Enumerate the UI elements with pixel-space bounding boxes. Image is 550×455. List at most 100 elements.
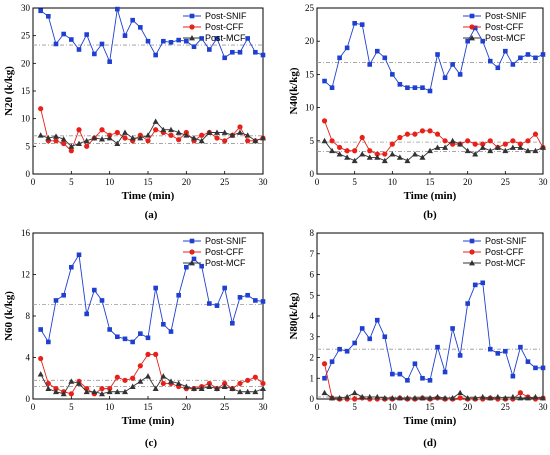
- data-point-post-snif: [53, 41, 59, 47]
- data-point-post-snif: [525, 52, 531, 57]
- data-point-post-snif: [115, 6, 120, 12]
- data-point-post-snif: [495, 351, 501, 356]
- data-point-post-snif: [322, 78, 327, 84]
- data-point-post-snif: [107, 59, 112, 64]
- data-point-post-mcf: [122, 388, 128, 395]
- data-point-post-cff: [525, 138, 531, 144]
- data-point-post-snif: [540, 52, 546, 57]
- data-point-post-cff: [374, 151, 380, 157]
- data-point-post-mcf: [145, 132, 151, 138]
- data-point-post-cff: [532, 131, 539, 137]
- data-point-post-cff: [337, 144, 343, 151]
- x-tick-label: 15: [144, 177, 154, 187]
- data-point-post-cff: [145, 138, 151, 144]
- data-point-post-mcf: [206, 129, 213, 135]
- x-tick-label: 10: [105, 177, 115, 187]
- data-point-post-mcf: [114, 388, 121, 395]
- data-point-post-snif: [352, 340, 357, 346]
- data-point-post-snif: [61, 292, 66, 298]
- data-point-post-snif: [161, 38, 166, 44]
- legend-marker: [469, 13, 475, 19]
- data-point-post-snif: [465, 38, 470, 44]
- data-point-post-cff: [237, 124, 243, 130]
- data-point-post-mcf: [336, 151, 343, 157]
- data-point-post-mcf: [99, 136, 105, 142]
- x-tick-label: 5: [352, 177, 357, 187]
- data-point-post-mcf: [68, 143, 75, 149]
- data-point-post-snif: [260, 299, 266, 304]
- data-point-post-mcf: [83, 388, 90, 395]
- data-point-post-mcf: [183, 132, 190, 138]
- y-tick-label: 7: [310, 249, 315, 259]
- data-point-post-snif: [184, 264, 189, 270]
- data-point-post-snif: [161, 322, 166, 327]
- legend-marker: [189, 238, 195, 244]
- legend-entry: Post-CFF: [205, 247, 244, 257]
- x-tick-label: 15: [426, 402, 436, 412]
- data-point-post-cff: [199, 132, 205, 138]
- x-tick-label: 20: [182, 177, 192, 187]
- data-point-post-snif: [510, 373, 516, 379]
- data-point-post-snif: [76, 47, 82, 52]
- data-point-post-mcf: [344, 154, 351, 160]
- data-point-post-cff: [252, 374, 258, 380]
- data-point-post-mcf: [229, 385, 236, 392]
- legend-entry: Post-MCF: [485, 33, 526, 43]
- legend-marker: [189, 260, 195, 266]
- data-point-post-snif: [199, 263, 204, 269]
- data-point-post-mcf: [442, 394, 449, 401]
- y-tick-label: 0: [26, 394, 31, 404]
- y-tick-label: 15: [305, 69, 315, 79]
- series-line-post-cff: [40, 108, 264, 152]
- data-point-post-mcf: [244, 132, 251, 138]
- data-point-post-snif: [518, 55, 523, 61]
- data-point-post-snif: [322, 375, 327, 381]
- data-point-post-cff: [465, 138, 471, 144]
- data-point-post-mcf: [252, 388, 259, 395]
- data-point-post-snif: [337, 346, 342, 352]
- data-point-post-snif: [382, 55, 388, 61]
- data-point-post-mcf: [60, 136, 67, 142]
- x-tick-label: 15: [426, 177, 436, 187]
- data-point-post-mcf: [329, 394, 336, 401]
- data-point-post-snif: [412, 85, 418, 90]
- y-tick-label: 20: [21, 58, 31, 68]
- data-point-post-snif: [99, 41, 105, 47]
- x-tick-label: 0: [31, 402, 36, 412]
- data-point-post-mcf: [229, 132, 236, 138]
- data-point-post-mcf: [517, 394, 524, 401]
- y-tick-label: 6: [310, 270, 315, 280]
- data-point-post-cff: [480, 141, 486, 147]
- y-tick-label: 30: [21, 3, 31, 13]
- x-tick-label: 30: [539, 177, 549, 187]
- data-point-post-cff: [382, 151, 388, 157]
- legend-entry: Post-MCF: [485, 258, 526, 268]
- data-point-post-cff: [237, 380, 243, 387]
- y-tick-label: 0: [26, 169, 31, 179]
- data-point-post-cff: [517, 390, 524, 396]
- data-point-post-cff: [68, 391, 74, 397]
- series-line-post-snif: [324, 282, 543, 382]
- data-point-post-cff: [153, 127, 159, 133]
- data-point-post-cff: [130, 375, 136, 381]
- data-point-post-cff: [53, 386, 59, 392]
- data-point-post-mcf: [198, 137, 205, 144]
- x-tick-label: 25: [501, 402, 511, 412]
- data-point-post-snif: [487, 58, 493, 64]
- data-point-post-cff: [38, 106, 44, 112]
- data-point-post-mcf: [419, 394, 426, 401]
- data-point-post-cff: [176, 137, 182, 143]
- legend-marker: [469, 24, 475, 30]
- y-tick-label: 3: [310, 332, 315, 342]
- data-point-post-snif: [245, 292, 250, 298]
- data-point-post-cff: [427, 128, 433, 134]
- data-point-post-cff: [45, 380, 51, 387]
- data-point-post-mcf: [145, 373, 151, 379]
- data-point-post-snif: [92, 287, 97, 293]
- x-tick-label: 20: [182, 402, 192, 412]
- data-point-post-mcf: [106, 388, 113, 395]
- data-point-post-cff: [344, 148, 350, 154]
- data-point-post-cff: [434, 131, 441, 137]
